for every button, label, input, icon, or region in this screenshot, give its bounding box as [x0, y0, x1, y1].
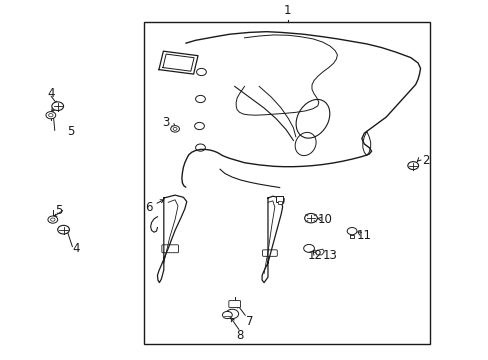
Circle shape — [51, 218, 55, 221]
Circle shape — [407, 162, 418, 170]
Circle shape — [346, 228, 356, 235]
Circle shape — [222, 311, 232, 319]
Circle shape — [49, 114, 53, 117]
Circle shape — [170, 126, 179, 132]
FancyBboxPatch shape — [228, 301, 240, 307]
Circle shape — [48, 216, 58, 223]
Text: 10: 10 — [317, 213, 332, 226]
Bar — [144, 22, 429, 344]
Text: 9: 9 — [277, 195, 285, 208]
Text: 6: 6 — [145, 201, 153, 213]
Polygon shape — [157, 195, 186, 283]
Text: 3: 3 — [162, 116, 170, 129]
Circle shape — [304, 213, 317, 223]
Text: 13: 13 — [322, 249, 337, 262]
Circle shape — [46, 112, 56, 119]
Text: 7: 7 — [245, 315, 253, 328]
Text: 12: 12 — [307, 249, 322, 262]
Bar — [276, 196, 283, 202]
Polygon shape — [262, 196, 282, 283]
Text: 2: 2 — [421, 154, 428, 167]
Text: 5: 5 — [67, 125, 75, 138]
Text: 4: 4 — [72, 242, 80, 255]
Text: 8: 8 — [235, 329, 243, 342]
Circle shape — [225, 309, 238, 319]
Text: 4: 4 — [47, 87, 55, 100]
Bar — [277, 201, 281, 204]
Text: 5: 5 — [55, 204, 62, 217]
Text: 1: 1 — [283, 4, 291, 17]
Circle shape — [58, 225, 69, 234]
Circle shape — [173, 127, 177, 130]
Circle shape — [52, 102, 63, 111]
Text: 11: 11 — [356, 229, 371, 242]
Circle shape — [303, 244, 314, 252]
